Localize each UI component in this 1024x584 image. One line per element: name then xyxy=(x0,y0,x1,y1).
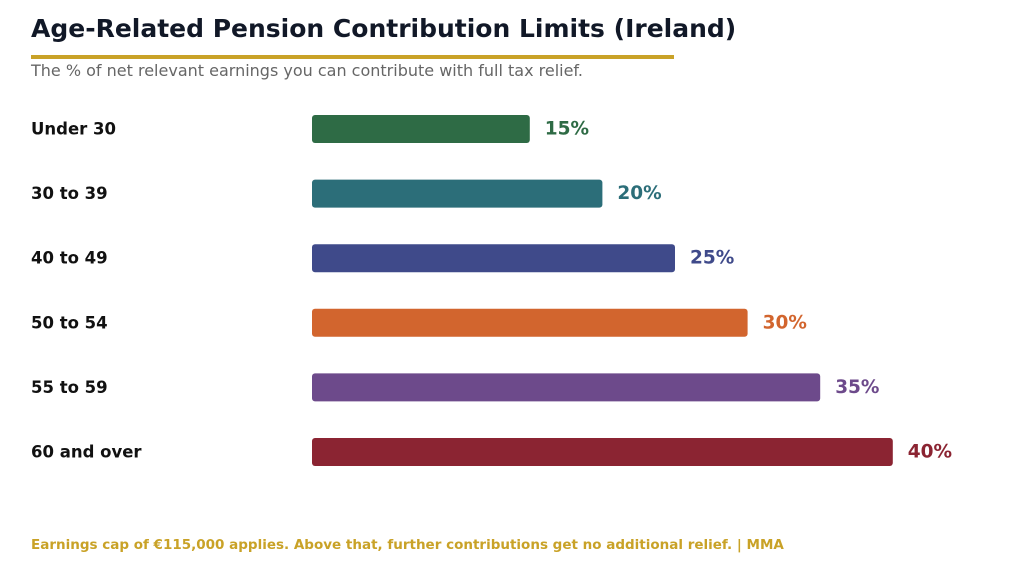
page-title: Age-Related Pension Contribution Limits … xyxy=(31,14,737,43)
category-label: 30 to 39 xyxy=(31,184,108,203)
bar xyxy=(312,438,893,466)
bar xyxy=(312,308,748,337)
value-label: 40% xyxy=(908,442,952,463)
category-label: 40 to 49 xyxy=(31,249,108,268)
value-label: 15% xyxy=(545,119,589,140)
category-label: 60 and over xyxy=(31,443,142,462)
value-label: 35% xyxy=(835,377,879,398)
footer-note: Earnings cap of €115,000 applies. Above … xyxy=(31,537,784,553)
page-subtitle: The % of net relevant earnings you can c… xyxy=(31,61,583,80)
title-underline xyxy=(31,55,674,59)
value-label: 20% xyxy=(617,183,661,204)
category-label: 55 to 59 xyxy=(31,378,108,397)
bar xyxy=(312,373,821,402)
bar xyxy=(312,179,603,208)
value-label: 30% xyxy=(763,312,807,333)
value-label: 25% xyxy=(690,248,734,269)
category-label: 50 to 54 xyxy=(31,313,108,332)
bar xyxy=(312,244,675,273)
bar xyxy=(312,115,530,143)
category-label: Under 30 xyxy=(31,120,116,139)
